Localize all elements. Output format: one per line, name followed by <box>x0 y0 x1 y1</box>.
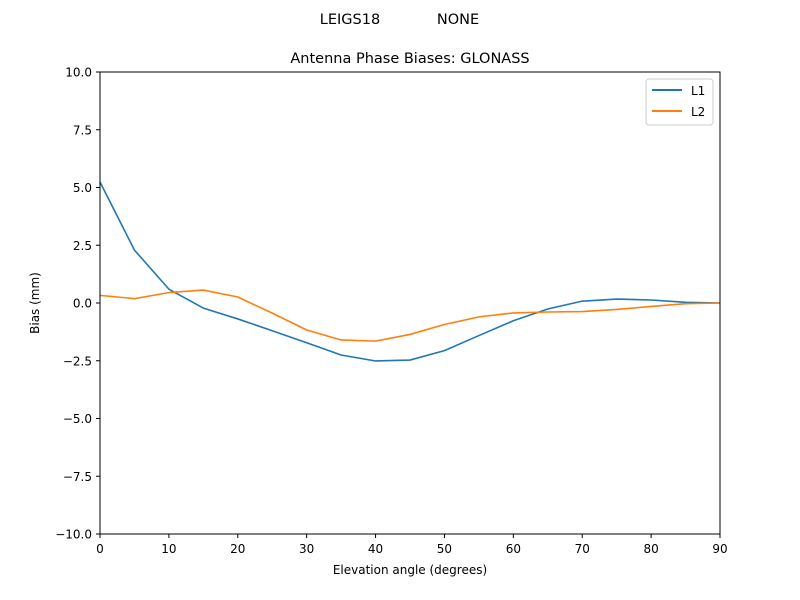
y-tick-label: 2.5 <box>73 239 92 253</box>
x-tick-label: 50 <box>437 542 452 556</box>
legend-l2-label: L2 <box>691 105 705 119</box>
chart-title: Antenna Phase Biases: GLONASS <box>290 51 529 67</box>
y-tick-label: −5.0 <box>63 412 92 426</box>
x-tick-label: 20 <box>230 542 245 556</box>
y-axis-label: Bias (mm) <box>28 272 42 334</box>
x-tick-label: 40 <box>368 542 383 556</box>
y-tick-label: 7.5 <box>73 123 92 137</box>
suptitle-radome: NONE <box>437 12 479 28</box>
x-tick-label: 70 <box>575 542 590 556</box>
x-tick-label: 60 <box>506 542 521 556</box>
legend: L1 L2 <box>645 78 714 126</box>
suptitle-station: LEIGS18 <box>320 12 380 28</box>
y-axis-ticks: 10.0 7.5 5.0 2.5 0.0 −2.5 −5.0 −7.5 −10.0 <box>55 66 100 542</box>
y-tick-label: −2.5 <box>63 354 92 368</box>
y-tick-label: −10.0 <box>55 528 92 542</box>
x-tick-label: 0 <box>96 542 104 556</box>
x-tick-label: 10 <box>161 542 176 556</box>
x-axis-ticks: 0 10 20 30 40 50 60 70 80 90 <box>96 534 728 556</box>
series-line-l1 <box>99 181 721 362</box>
y-tick-label: 5.0 <box>73 181 92 195</box>
x-tick-label: 30 <box>299 542 314 556</box>
y-tick-label: 0.0 <box>73 297 92 311</box>
x-axis-label: Elevation angle (degrees) <box>333 563 487 577</box>
series-lines <box>99 181 721 362</box>
y-tick-label: 10.0 <box>65 66 92 80</box>
x-tick-label: 90 <box>712 542 727 556</box>
series-line-l2 <box>99 289 721 342</box>
y-tick-label: −7.5 <box>63 470 92 484</box>
x-tick-label: 80 <box>643 542 658 556</box>
legend-l1-label: L1 <box>691 84 705 98</box>
